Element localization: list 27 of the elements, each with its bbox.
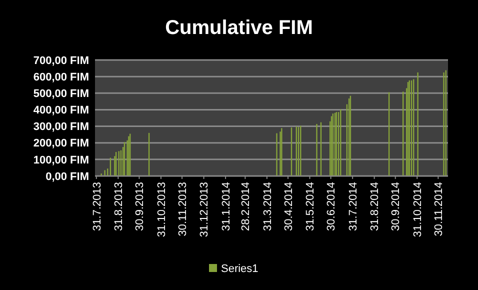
x-tick-label: 31.3.2014 [262,182,274,231]
x-tick-label: 30.4.2014 [282,182,295,231]
x-tick-label: 30.9.2014 [390,182,402,231]
y-tick-label: 300,00 FIM [33,121,89,134]
x-tick-label: 30.11.2014 [433,182,446,236]
y-tick-label: 0,00 FIM [46,170,89,183]
y-tick-label: 600,00 FIM [33,71,89,84]
x-tick-label: 31.8.2014 [369,182,382,231]
x-tick-label: 31.10.2014 [412,182,424,238]
y-tick-label: 700,00 FIM [33,54,89,67]
x-tick-label: 31.8.2013 [113,182,126,231]
x-tick-label: 31.7.2014 [347,182,360,231]
x-tick-label: 31.1.2014 [220,182,232,231]
y-tick-label: 200,00 FIM [33,138,89,150]
x-tick-label: 30.6.2014 [326,182,338,231]
x-tick-label: 31.10.2013 [156,182,168,238]
chart-title: Cumulative FIM [165,17,313,39]
x-tick-label: 31.7.2013 [91,182,104,231]
y-tick-label: 100,00 FIM [33,154,89,166]
x-tick-label: 30.9.2013 [134,182,146,231]
x-tick-label: 31.12.2013 [198,182,211,238]
y-tick-label: 400,00 FIM [33,104,89,117]
legend-label: Series1 [221,262,258,275]
x-tick-label: 30.11.2013 [176,182,189,236]
x-tick-label: 31.5.2014 [304,182,317,231]
x-tick-label: 28.2.2014 [240,182,252,231]
y-tick-label: 500,00 FIM [33,88,89,100]
